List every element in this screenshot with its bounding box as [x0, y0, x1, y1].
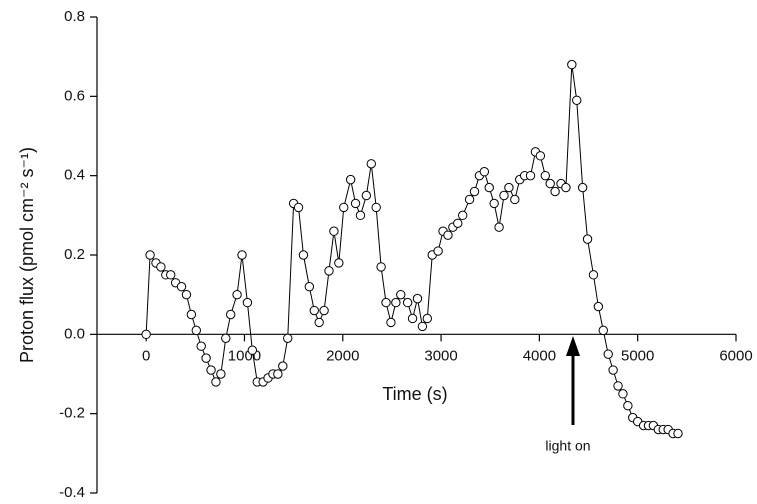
data-point [156, 262, 166, 272]
data-point [417, 321, 428, 332]
x-tick-label: 0 [142, 347, 150, 364]
data-point [567, 59, 577, 70]
data-point [588, 270, 599, 280]
data-point [582, 234, 593, 244]
data-point [221, 333, 231, 343]
data-point [469, 186, 480, 197]
data-point [366, 159, 376, 169]
data-point [166, 270, 176, 280]
data-point [391, 297, 401, 308]
data-point [196, 341, 206, 351]
data-point [484, 182, 494, 193]
data-point [572, 95, 582, 106]
data-point [550, 186, 560, 197]
data-point [443, 230, 453, 240]
x-tick-label: 5000 [621, 347, 654, 364]
data-point [355, 210, 366, 221]
data-point [211, 377, 221, 387]
data-point [535, 151, 546, 161]
data-point [314, 317, 324, 328]
data-point [293, 202, 304, 213]
annotation: light on [545, 438, 590, 454]
data-point [371, 202, 381, 213]
data-point [237, 250, 247, 260]
data-point [386, 317, 396, 328]
data-point [525, 170, 536, 181]
y-tick-label: -0.2 [59, 405, 85, 422]
data-point [593, 301, 604, 312]
data-point [618, 389, 628, 399]
data-point [540, 170, 550, 181]
data-point [494, 222, 504, 232]
data-point [278, 361, 288, 371]
data-point [334, 258, 344, 268]
data-point [176, 282, 187, 292]
data-point [577, 182, 588, 193]
data-point [247, 345, 258, 355]
data-point [339, 202, 349, 213]
data-point [479, 167, 490, 177]
data-point [329, 226, 339, 236]
data-point [298, 250, 309, 260]
x-axis-label: Time (s) [382, 384, 447, 404]
data-point [396, 289, 406, 300]
data-point [510, 194, 520, 205]
data-point [216, 369, 226, 379]
data-point [141, 329, 151, 340]
x-tick-label: 6000 [719, 347, 752, 364]
data-point [242, 297, 253, 308]
data-point [545, 178, 555, 189]
data-point [623, 401, 633, 411]
data-line [145, 64, 678, 434]
data-point [453, 218, 463, 228]
data-point [598, 325, 608, 336]
data-point [433, 246, 443, 256]
data-point [673, 428, 683, 439]
data-point [319, 305, 329, 316]
y-tick-label: -0.4 [59, 484, 85, 501]
data-point [206, 365, 216, 375]
data-point [309, 305, 319, 316]
data-point [458, 210, 468, 221]
y-axis-label: Proton flux (pmol cm⁻² s⁻¹) [17, 147, 37, 363]
data-point [412, 293, 423, 304]
data-point [350, 198, 361, 209]
data-point [283, 333, 293, 343]
y-tick-label: 0.4 [64, 167, 85, 184]
data-point [422, 313, 433, 324]
data-point [186, 309, 197, 320]
data-point [345, 174, 356, 185]
data-point [201, 353, 211, 363]
arrow-head [566, 336, 580, 356]
data-point [145, 250, 155, 260]
data-point [504, 182, 514, 193]
x-tick-label: 3000 [424, 347, 457, 364]
x-tick-label: 2000 [326, 347, 359, 364]
y-tick-label: 0.2 [64, 246, 85, 263]
data-point [499, 190, 509, 201]
data-point [381, 297, 391, 308]
y-tick-label: 0.6 [64, 87, 85, 104]
y-tick-label: 0.0 [64, 325, 85, 342]
x-tick-label: 4000 [523, 347, 556, 364]
data-point [407, 313, 418, 324]
data-point [561, 182, 571, 193]
data-point [464, 194, 475, 205]
data-point [489, 198, 499, 209]
data-point [304, 282, 315, 292]
data-point [376, 262, 386, 272]
data-point [273, 369, 283, 379]
data-point [324, 266, 334, 276]
data-point [181, 289, 192, 300]
data-point [225, 309, 236, 320]
data-point [613, 381, 623, 391]
data-point [603, 349, 613, 359]
data-point [232, 289, 242, 300]
data-point [361, 190, 372, 201]
y-tick-label: 0.8 [64, 8, 85, 25]
data-point [608, 365, 618, 375]
data-point [402, 297, 413, 308]
data-point [191, 325, 201, 336]
